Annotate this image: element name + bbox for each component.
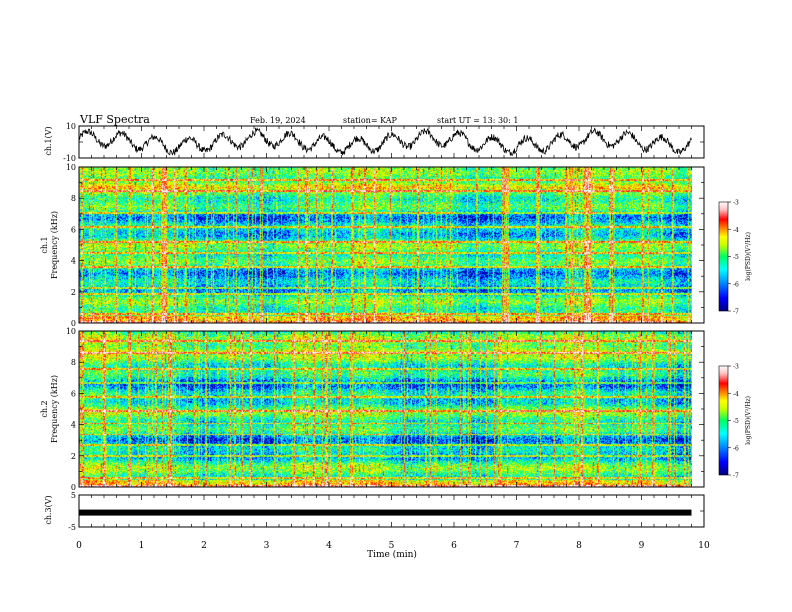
- x-tick-label: 5: [389, 541, 395, 551]
- x-tick-label: 1: [139, 541, 145, 551]
- date-label: Feb. 19, 2024: [250, 116, 306, 125]
- ch2-colorbar-bar: [718, 365, 729, 476]
- ch1-waveform-line: [78, 127, 692, 157]
- ch1-colorbar-tick-label: -6: [733, 281, 739, 288]
- ch2-colorbar: -7 -6 -5 -4 -3 log(PSD)(V²/Hz): [718, 364, 752, 480]
- ch1-spec-ytick-label: 6: [71, 225, 76, 234]
- ch1-ytick-label: 10: [66, 122, 76, 131]
- ch2-colorbar-tick-label: -4: [733, 391, 739, 398]
- ch2-spec-ytick-label: 10: [66, 327, 76, 336]
- x-tick-label: 4: [326, 541, 332, 551]
- ch2-channel-label: ch.2: [40, 400, 49, 417]
- ch2-spectrogram-image: [79, 331, 692, 487]
- ch1-waveform-panel: 10 -10: [63, 122, 705, 163]
- time-axis: 0 1 2 3 4 5 6 7 8 9 10: [76, 541, 710, 551]
- x-tick-label: 9: [639, 541, 645, 551]
- ch2-spec-ytick-label: 4: [71, 421, 76, 430]
- figure-title: VLF Spectra: [79, 113, 150, 126]
- ch1-frequency-ylabel: Frequency (kHz): [50, 211, 59, 279]
- ch1-spectrogram-image: [79, 167, 692, 323]
- ch1-spec-ytick-label: 0: [71, 319, 76, 328]
- ch1-colorbar-label: log(PSD)(V²/Hz): [745, 232, 752, 281]
- ch2-colorbar-label: log(PSD)(V²/Hz): [745, 396, 752, 445]
- ch3-waveform-ylabel: ch.3(V): [44, 495, 53, 524]
- ch2-spectrogram-panel: 0 2 4 6 8 10: [66, 327, 705, 492]
- x-tick-label: 3: [264, 541, 270, 551]
- ch1-spec-ytick-label: 8: [71, 194, 76, 203]
- ch1-ytick-label: -10: [63, 154, 76, 163]
- ch1-colorbar-tick-label: -5: [733, 254, 739, 261]
- ch1-spec-ytick-label: 2: [71, 288, 76, 297]
- ch1-spectrogram-panel: 0 2 4 6 8 10: [66, 163, 705, 328]
- ch2-colorbar-tick-label: -3: [733, 364, 739, 371]
- ch1-spec-ytick-label: 10: [66, 163, 76, 172]
- ch2-frequency-ylabel: Frequency (kHz): [50, 375, 59, 443]
- start-time-label: start UT = 13: 30: 1: [437, 116, 518, 125]
- x-tick-label: 0: [76, 541, 82, 551]
- ch2-spec-ytick-label: 8: [71, 358, 76, 367]
- ch2-colorbar-tick-label: -6: [733, 445, 739, 452]
- x-axis-label: Time (min): [367, 549, 417, 560]
- ch1-colorbar-tick-label: -4: [733, 227, 739, 234]
- ch2-colorbar-tick-label: -7: [733, 473, 739, 480]
- x-tick-label: 8: [576, 541, 582, 551]
- ch1-spec-ytick-label: 4: [71, 257, 76, 266]
- ch1-colorbar-tick-label: -7: [733, 309, 739, 316]
- ch2-spec-ytick-label: 0: [71, 483, 76, 492]
- ch1-waveform-ylabel: ch.1(V): [44, 126, 53, 155]
- ch2-spec-ytick-label: 6: [71, 389, 76, 398]
- ch3-ytick-label: -5: [68, 523, 76, 532]
- ch1-colorbar-tick-label: -3: [733, 200, 739, 207]
- ch1-colorbar-bar: [718, 201, 729, 312]
- ch2-colorbar-tick-label: -5: [733, 418, 739, 425]
- ch3-waveform-panel: 5 -5: [68, 491, 705, 532]
- x-tick-label: 6: [451, 541, 457, 551]
- ch1-channel-label: ch.1: [40, 236, 49, 253]
- ch1-colorbar: -7 -6 -5 -4 -3 log(PSD)(V²/Hz): [718, 200, 752, 316]
- ch3-waveform-line: [79, 509, 692, 516]
- x-tick-label: 2: [201, 541, 207, 551]
- station-label: station= KAP: [343, 116, 398, 125]
- x-tick-label: 10: [698, 541, 710, 551]
- ch3-ytick-label: 5: [71, 491, 76, 500]
- x-tick-label: 7: [514, 541, 520, 551]
- ch2-spec-ytick-label: 2: [71, 452, 76, 461]
